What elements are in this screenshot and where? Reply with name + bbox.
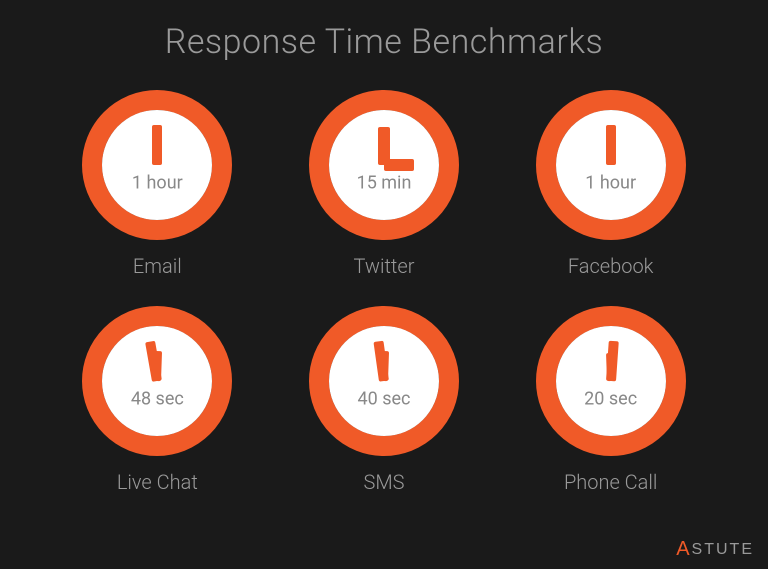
- clock-time-text: 40 sec: [358, 389, 411, 410]
- clock-item: 1 hour Facebook: [517, 90, 704, 278]
- logo-text: STUTE: [692, 541, 754, 558]
- clock-label: Email: [133, 254, 182, 278]
- clock-face: 1 hour: [536, 90, 686, 240]
- clock-face: 15 min: [309, 90, 459, 240]
- clock-hand: [606, 353, 615, 381]
- clock-item: 40 sec SMS: [291, 306, 478, 494]
- clock-time-text: 20 sec: [584, 389, 637, 410]
- clock-face: 40 sec: [309, 306, 459, 456]
- clock-time-text: 1 hour: [585, 173, 636, 194]
- clock-hand: [384, 159, 414, 171]
- clock-hand: [606, 125, 616, 165]
- clock-face: 48 sec: [82, 306, 232, 456]
- clock-hand: [380, 351, 389, 381]
- brand-logo: ASTUTE: [676, 538, 754, 561]
- clock-time-text: 15 min: [357, 173, 412, 194]
- clock-face: 20 sec: [536, 306, 686, 456]
- clock-label: Twitter: [354, 254, 415, 278]
- page-title: Response Time Benchmarks: [0, 0, 768, 62]
- clock-hand: [152, 125, 162, 165]
- clock-hand: [153, 351, 162, 381]
- logo-accent: A: [676, 538, 691, 560]
- clock-time-text: 48 sec: [131, 389, 184, 410]
- clock-grid: 1 hour Email 15 min Twitter 1 hour Faceb…: [64, 90, 704, 494]
- clock-label: Phone Call: [564, 470, 657, 494]
- clock-label: SMS: [363, 470, 404, 494]
- clock-item: 20 sec Phone Call: [517, 306, 704, 494]
- clock-face: 1 hour: [82, 90, 232, 240]
- clock-item: 15 min Twitter: [291, 90, 478, 278]
- clock-item: 1 hour Email: [64, 90, 251, 278]
- clock-item: 48 sec Live Chat: [64, 306, 251, 494]
- clock-label: Live Chat: [117, 470, 198, 494]
- clock-time-text: 1 hour: [132, 173, 183, 194]
- clock-label: Facebook: [568, 254, 654, 278]
